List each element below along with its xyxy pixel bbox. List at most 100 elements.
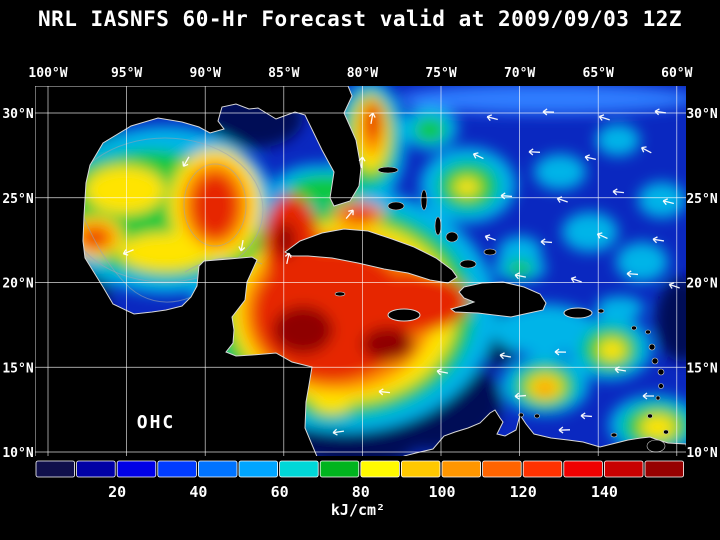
colorbar-swatch — [522, 460, 563, 478]
current-vector-arrow — [640, 146, 652, 154]
land-lesser-antilles — [597, 308, 605, 314]
land-bahamas — [459, 259, 477, 269]
colorbar-tick-label: 140 — [591, 483, 618, 501]
current-vector-arrow — [580, 412, 593, 420]
land-lesser-antilles — [657, 368, 665, 376]
land-lesser-antilles — [651, 357, 659, 365]
current-vector-arrow — [598, 114, 610, 121]
land-lesser-antilles — [647, 413, 653, 419]
current-vectors — [122, 108, 680, 436]
colorbar-tick-label: 40 — [189, 483, 207, 501]
land-lesser-antilles — [655, 395, 661, 401]
current-vector-arrow — [499, 352, 512, 360]
current-vector-arrow — [358, 156, 366, 169]
field-label-ohc: OHC — [137, 412, 176, 433]
latitude-axis-labels-left: 30°N 25°N 20°N 15°N 10°N — [2, 107, 33, 461]
colorbar-swatch — [35, 460, 75, 478]
land-bahamas — [377, 166, 399, 174]
lon-tick-label: 85°W — [268, 66, 299, 81]
current-vector-arrow — [484, 234, 496, 241]
current-vector-arrow — [500, 192, 513, 200]
colorbar-swatch — [360, 460, 400, 478]
current-vector-arrow — [182, 156, 190, 167]
current-vector-arrow — [662, 198, 674, 206]
lon-tick-label: 60°W — [661, 66, 692, 81]
latitude-axis-labels-right: 30°N 25°N 20°N 15°N 10°N — [686, 107, 717, 461]
colorbar-tick-label: 120 — [510, 483, 537, 501]
current-vector-arrow — [528, 148, 541, 156]
lat-tick-label-left: 25°N — [2, 192, 33, 207]
lat-tick-label-right: 20°N — [686, 277, 717, 292]
colorbar-tick-labels: 20 40 60 80 100 120 140 — [108, 483, 618, 501]
current-vector-arrow — [122, 249, 134, 256]
longitude-axis-labels: 100°W 95°W 90°W 85°W 80°W 75°W 70°W 65°W 60°W — [28, 66, 692, 81]
land-lesser-antilles — [658, 383, 664, 389]
land-bahamas — [420, 189, 428, 211]
current-vector-arrow — [238, 239, 246, 252]
current-vector-arrow — [368, 112, 376, 125]
lat-tick-label-left: 15°N — [2, 361, 33, 376]
land-trinidad — [646, 439, 666, 453]
current-vector-arrow — [378, 388, 391, 396]
land-tobago — [663, 429, 669, 435]
colorbar-swatch — [116, 460, 157, 478]
colorbar-units-label: kJ/cm² — [331, 501, 385, 519]
current-vector-arrow — [652, 236, 665, 244]
colorbar-swatch — [157, 460, 197, 478]
current-vector-arrow — [332, 428, 345, 436]
land-hispaniola — [449, 281, 547, 318]
land-bahamas — [434, 216, 442, 236]
colorbar-swatch — [644, 460, 684, 478]
map-plot-area: OHC — [35, 86, 686, 456]
figure-title: NRL IASNFS 60-Hr Forecast valid at 2009/… — [38, 7, 682, 31]
current-vector-arrow — [514, 392, 527, 400]
lon-tick-label: 95°W — [111, 66, 142, 81]
lon-tick-label: 100°W — [28, 66, 67, 81]
current-vector-arrow — [514, 272, 527, 280]
lon-tick-label: 90°W — [190, 66, 221, 81]
land-jamaica — [387, 308, 421, 322]
land-lesser-antilles — [645, 329, 651, 335]
colorbar-swatch — [319, 460, 360, 478]
colorbar-swatch — [400, 460, 441, 478]
colorbar-swatch — [563, 460, 603, 478]
current-vector-arrow — [584, 154, 596, 162]
land-cuba — [284, 228, 458, 284]
current-vector-arrow — [486, 114, 498, 122]
current-vector-arrow — [542, 108, 555, 116]
colorbar-swatches — [35, 460, 684, 478]
colorbar-swatch — [604, 460, 644, 478]
colorbar-tick-label: 20 — [108, 483, 126, 501]
land-bahamas — [445, 231, 459, 243]
land-lesser-antilles — [648, 343, 656, 351]
current-vector-arrow — [668, 282, 680, 289]
land-margarita — [610, 432, 618, 438]
lat-tick-label-right: 10°N — [686, 446, 717, 461]
colorbar-tick-label: 100 — [428, 483, 455, 501]
land-bonaire — [534, 413, 540, 419]
colorbar-swatch — [238, 460, 278, 478]
lat-tick-label-left: 10°N — [2, 446, 33, 461]
lat-tick-label-left: 30°N — [2, 107, 33, 122]
land-cayman — [334, 291, 346, 297]
lon-tick-label: 65°W — [583, 66, 614, 81]
grid-lines — [35, 86, 686, 456]
colorbar-swatch — [441, 460, 481, 478]
lat-tick-label-right: 25°N — [686, 192, 717, 207]
current-vector-arrow — [626, 270, 639, 278]
land-mask — [35, 86, 686, 456]
lon-tick-label: 75°W — [425, 66, 456, 81]
current-vector-arrow — [558, 426, 571, 434]
current-vector-arrow — [654, 108, 667, 116]
current-vector-arrow — [612, 188, 625, 196]
current-vector-arrow — [540, 238, 553, 246]
land-north-central-america — [35, 86, 362, 456]
land-turks-caicos — [483, 248, 497, 256]
current-vector-arrow — [436, 368, 449, 376]
current-vector-arrow — [614, 366, 627, 374]
current-vector-arrow — [554, 348, 567, 356]
colorbar-tick-label: 60 — [271, 483, 289, 501]
colorbar-swatch — [482, 460, 522, 478]
